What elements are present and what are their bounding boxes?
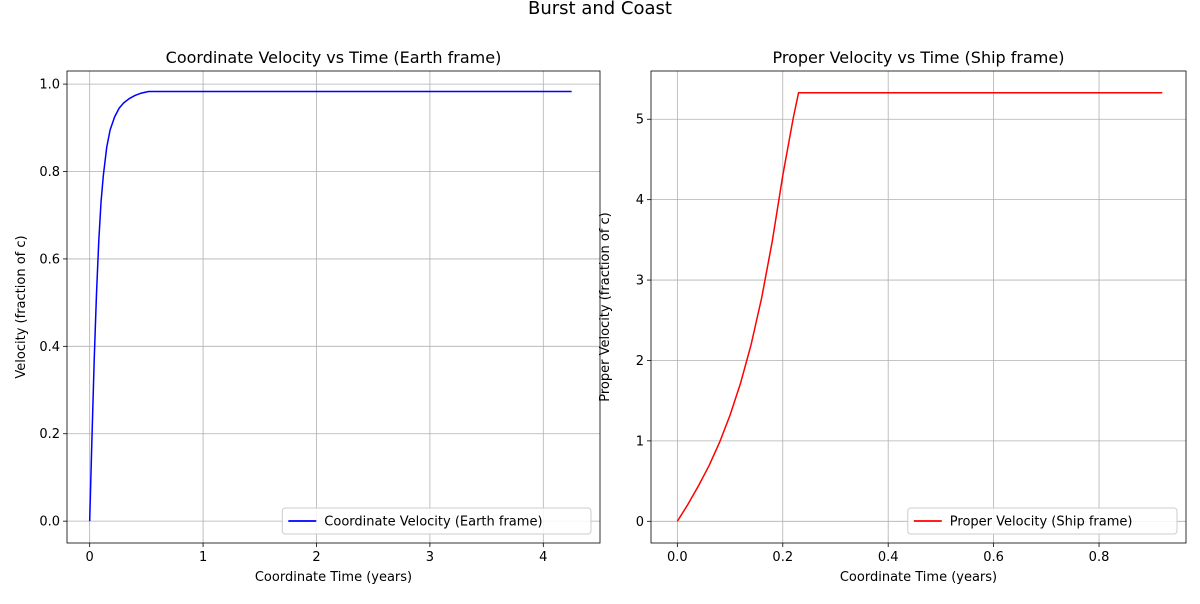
y-tick-label: 1.0 — [39, 78, 60, 93]
chart-1: 0 1 2 3 4 0.0 0.2 0.4 0.6 0.8 1.0 Coordinate Veloci… — [14, 48, 601, 585]
legend: Proper Velocity (Ship frame) — [907, 507, 1178, 535]
axes-frame — [66, 70, 601, 544]
chart-title: Coordinate Velocity vs Time (Earth frame… — [166, 48, 502, 67]
x-tick-label: 0.6 — [983, 550, 1004, 565]
legend-box — [907, 507, 1178, 535]
legend-label: Coordinate Velocity (Earth frame) — [324, 515, 542, 530]
y-tick-label: 0 — [636, 515, 644, 530]
y-tick-label: 0.6 — [39, 252, 60, 267]
figure-suptitle: Burst and Coast — [528, 0, 672, 19]
x-tick-label: 0 — [86, 550, 94, 565]
y-tick-label: 3 — [636, 274, 644, 289]
y-tick-label: 0.2 — [39, 427, 60, 442]
legend-label: Proper Velocity (Ship frame) — [950, 515, 1133, 530]
legend-box — [281, 507, 592, 535]
y-tick-label: 1 — [636, 434, 644, 449]
y-tick-label: 0.8 — [39, 165, 60, 180]
y-axis-label: Velocity (fraction of c) — [14, 235, 29, 378]
x-tick-label: 3 — [426, 550, 434, 565]
axes-frame — [650, 70, 1187, 544]
x-tick-label: 0.2 — [772, 550, 793, 565]
x-tick-label: 0.8 — [1089, 550, 1110, 565]
series-line — [88, 90, 572, 522]
y-tick-label: 4 — [636, 193, 644, 208]
x-tick-label: 2 — [312, 550, 320, 565]
y-tick-label: 5 — [636, 113, 644, 128]
legend: Coordinate Velocity (Earth frame) — [281, 507, 592, 535]
x-axis-label: Coordinate Time (years) — [255, 570, 412, 585]
x-tick-label: 0.0 — [667, 550, 688, 565]
chart-title: Proper Velocity vs Time (Ship frame) — [773, 48, 1065, 67]
y-tick-label: 0.0 — [39, 515, 60, 530]
x-axis-label: Coordinate Time (years) — [840, 570, 997, 585]
series-line — [676, 91, 1163, 522]
x-tick-label: 1 — [199, 550, 207, 565]
x-tick-label: 4 — [539, 550, 547, 565]
y-tick-label: 2 — [636, 354, 644, 369]
chart-2: 0.0 0.2 0.4 0.6 0.8 0 1 2 3 4 5 Proper Velocity vs … — [598, 48, 1187, 585]
x-tick-label: 0.4 — [878, 550, 899, 565]
y-tick-label: 0.4 — [39, 340, 60, 355]
y-axis-label: Proper Velocity (fraction of c) — [598, 212, 613, 402]
